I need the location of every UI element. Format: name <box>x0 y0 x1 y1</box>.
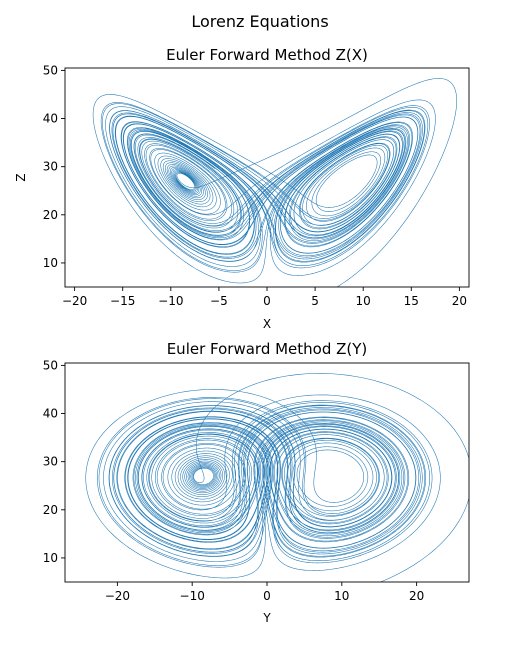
x-tick-label: −5 <box>210 294 228 308</box>
x-tick-label: 0 <box>263 294 271 308</box>
chart-z-of-y: −20 −10 0 10 20 10 20 30 40 50 Euler Forward Metho… <box>43 340 470 625</box>
y-tick-label: 50 <box>43 63 58 77</box>
x-tick-label: −10 <box>158 294 183 308</box>
trajectory-line <box>85 373 469 582</box>
x-tick-label: 0 <box>263 589 271 603</box>
x-tick-label: 20 <box>452 294 467 308</box>
x-tick-label: 5 <box>311 294 319 308</box>
y-tick-label: 30 <box>43 160 58 174</box>
y-tick-label: 40 <box>43 407 58 421</box>
y-tick-label: 20 <box>43 208 58 222</box>
x-tick-label: −20 <box>62 294 87 308</box>
y-tick-label: 40 <box>43 112 58 126</box>
y-tick-label: 20 <box>43 503 58 517</box>
y-axis-label: Z <box>14 173 28 181</box>
chart-title: Euler Forward Method Z(Y) <box>167 340 368 358</box>
y-tick-label: 10 <box>43 256 58 270</box>
y-tick-label: 10 <box>43 551 58 565</box>
x-axis-label: Y <box>262 611 271 625</box>
x-axis-label: X <box>263 317 271 331</box>
trajectory-line <box>92 78 457 287</box>
x-tick-label: −10 <box>180 589 205 603</box>
x-tick-label: 20 <box>409 589 424 603</box>
x-tick-label: 10 <box>334 589 349 603</box>
chart-z-of-x: −20 −15 −10 −5 0 5 10 15 20 10 20 30 40 50 Euler Forwa… <box>14 46 470 331</box>
x-tick-label: 15 <box>404 294 419 308</box>
x-tick-label: −15 <box>110 294 135 308</box>
x-tick-label: −20 <box>105 589 130 603</box>
chart-title: Euler Forward Method Z(X) <box>166 46 368 64</box>
y-tick-label: 50 <box>43 358 58 372</box>
x-tick-label: 10 <box>356 294 371 308</box>
figure-suptitle: Lorenz Equations <box>191 12 328 31</box>
y-tick-label: 30 <box>43 455 58 469</box>
